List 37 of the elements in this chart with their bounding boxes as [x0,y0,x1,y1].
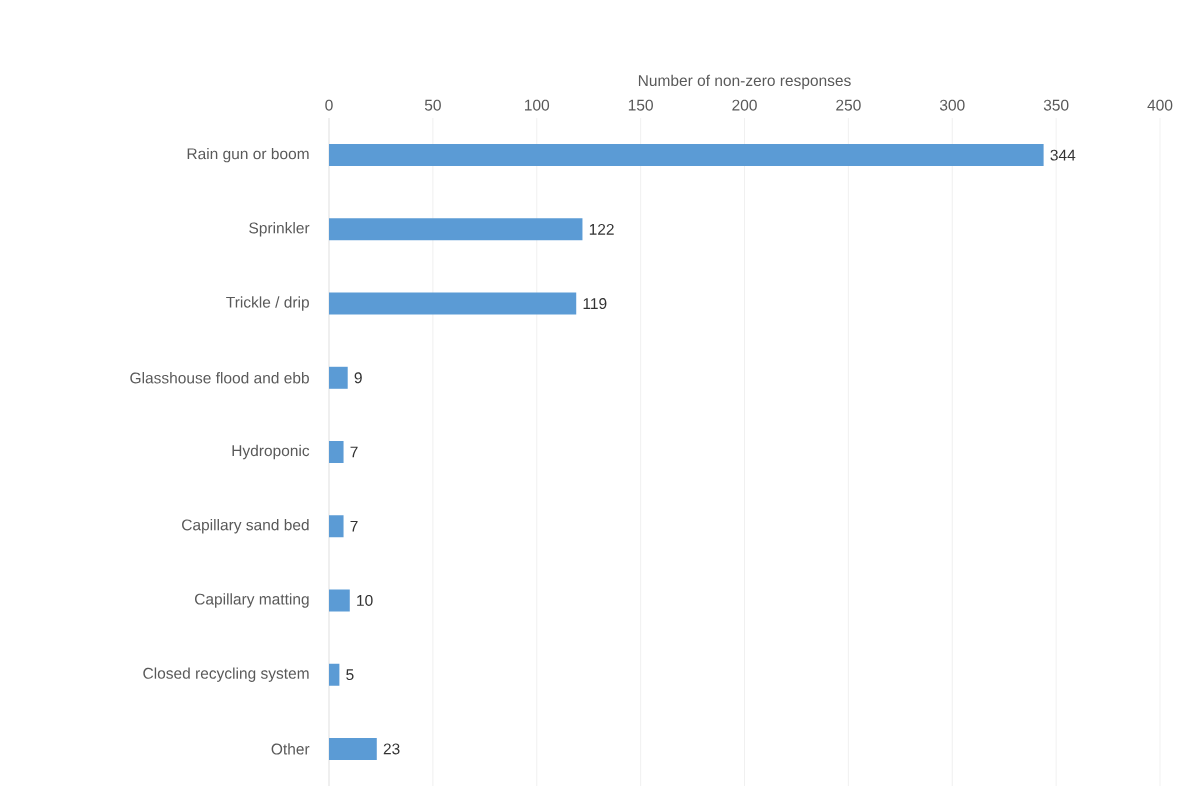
x-tick-label: 100 [525,99,550,111]
data-label: 7 [350,446,358,458]
data-label: 344 [1050,149,1076,161]
y-tick-label: Capillary sand bed [182,519,309,534]
bar [329,515,344,538]
bar [329,441,344,464]
x-axis-title: Number of non-zero responses [638,74,851,90]
y-tick-label: Capillary matting [194,593,309,608]
x-tick-label: 50 [424,99,441,111]
x-tick-label: 350 [1043,99,1069,111]
bar [329,292,577,315]
x-tick-label: 250 [836,99,861,111]
data-label: 10 [357,594,373,606]
x-tick-label: 200 [732,99,757,111]
data-label: 119 [583,298,607,310]
data-label: 7 [350,520,358,532]
y-tick-label: Glasshouse flood and ebb [130,372,309,384]
bar [329,589,350,612]
x-tick-label: 300 [939,99,965,111]
x-tick-label: 0 [325,99,333,111]
y-tick-label: Hydroponic [232,444,310,460]
bar [329,663,340,686]
y-tick-label: Closed recycling system [143,667,309,682]
y-tick-label: Other [271,743,310,755]
x-tick-label: 150 [628,99,653,111]
data-label: 5 [346,669,354,681]
data-label: 9 [354,372,362,384]
bar [329,144,1044,167]
bar [329,366,348,389]
bar [329,737,377,760]
data-label: 122 [589,223,614,235]
data-label: 23 [383,743,400,755]
bar [329,218,583,241]
y-tick-label: Sprinkler [249,222,310,237]
y-tick-label: Rain gun or boom [187,147,309,163]
x-tick-label: 400 [1147,99,1173,111]
y-tick-label: Trickle / drip [226,296,309,311]
